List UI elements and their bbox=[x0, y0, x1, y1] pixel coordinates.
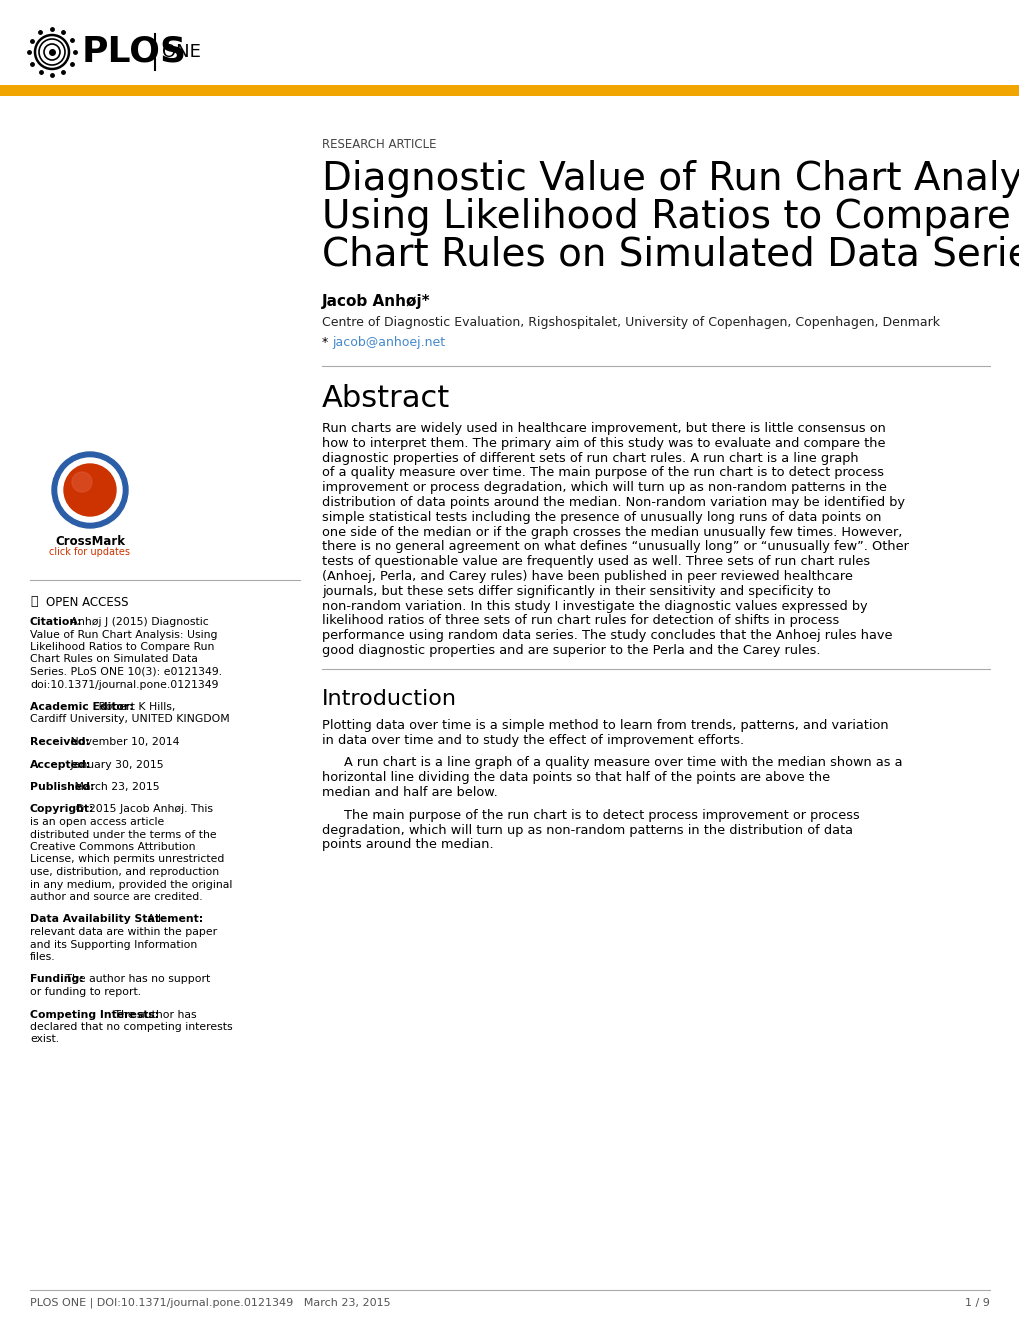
Text: distribution of data points around the median. Non-random variation may be ident: distribution of data points around the m… bbox=[322, 496, 904, 510]
Text: Value of Run Chart Analysis: Using: Value of Run Chart Analysis: Using bbox=[30, 630, 217, 639]
Text: Chart Rules on Simulated Data: Chart Rules on Simulated Data bbox=[30, 655, 198, 664]
Text: doi:10.1371/journal.pone.0121349: doi:10.1371/journal.pone.0121349 bbox=[30, 680, 218, 689]
Circle shape bbox=[72, 473, 92, 492]
Text: performance using random data series. The study concludes that the Anhoej rules : performance using random data series. Th… bbox=[322, 630, 892, 643]
Circle shape bbox=[52, 451, 127, 528]
Text: relevant data are within the paper: relevant data are within the paper bbox=[30, 927, 217, 937]
Text: January 30, 2015: January 30, 2015 bbox=[66, 759, 163, 770]
Text: and its Supporting Information: and its Supporting Information bbox=[30, 940, 197, 949]
Circle shape bbox=[58, 458, 122, 521]
Text: ONE: ONE bbox=[162, 44, 201, 61]
Text: one side of the median or if the graph crosses the median unusually few times. H: one side of the median or if the graph c… bbox=[322, 525, 902, 539]
Text: The author has no support: The author has no support bbox=[62, 974, 211, 985]
Text: (Anhoej, Perla, and Carey rules) have been published in peer reviewed healthcare: (Anhoej, Perla, and Carey rules) have be… bbox=[322, 570, 852, 583]
Text: use, distribution, and reproduction: use, distribution, and reproduction bbox=[30, 867, 219, 876]
Text: Plotting data over time is a simple method to learn from trends, patterns, and v: Plotting data over time is a simple meth… bbox=[322, 719, 888, 731]
Text: Jacob Anhøj*: Jacob Anhøj* bbox=[322, 294, 430, 309]
Text: in data over time and to study the effect of improvement efforts.: in data over time and to study the effec… bbox=[322, 734, 744, 747]
Text: is an open access article: is an open access article bbox=[30, 817, 164, 828]
Text: © 2015 Jacob Anhøj. This: © 2015 Jacob Anhøj. This bbox=[70, 804, 212, 814]
Text: author and source are credited.: author and source are credited. bbox=[30, 892, 203, 902]
Text: points around the median.: points around the median. bbox=[322, 838, 493, 851]
Text: good diagnostic properties and are superior to the Perla and the Carey rules.: good diagnostic properties and are super… bbox=[322, 644, 819, 657]
Text: PLOS ONE | DOI:10.1371/journal.pone.0121349   March 23, 2015: PLOS ONE | DOI:10.1371/journal.pone.0121… bbox=[30, 1298, 390, 1308]
Text: diagnostic properties of different sets of run chart rules. A run chart is a lin: diagnostic properties of different sets … bbox=[322, 451, 858, 465]
Text: exist.: exist. bbox=[30, 1035, 59, 1044]
Text: A run chart is a line graph of a quality measure over time with the median shown: A run chart is a line graph of a quality… bbox=[343, 756, 902, 770]
Text: 1 / 9: 1 / 9 bbox=[964, 1298, 989, 1308]
Text: License, which permits unrestricted: License, which permits unrestricted bbox=[30, 854, 224, 865]
Text: Citation:: Citation: bbox=[30, 616, 83, 627]
Text: degradation, which will turn up as non-random patterns in the distribution of da: degradation, which will turn up as non-r… bbox=[322, 824, 852, 837]
Text: Introduction: Introduction bbox=[322, 689, 457, 709]
Text: The main purpose of the run chart is to detect process improvement or process: The main purpose of the run chart is to … bbox=[343, 809, 859, 822]
Text: Abstract: Abstract bbox=[322, 384, 449, 413]
Text: Centre of Diagnostic Evaluation, Rigshospitalet, University of Copenhagen, Copen: Centre of Diagnostic Evaluation, Rigshos… bbox=[322, 315, 940, 329]
Text: of a quality measure over time. The main purpose of the run chart is to detect p: of a quality measure over time. The main… bbox=[322, 466, 883, 479]
Text: Published:: Published: bbox=[30, 781, 95, 792]
Text: *: * bbox=[322, 337, 332, 348]
Text: jacob@anhoej.net: jacob@anhoej.net bbox=[331, 337, 444, 348]
Text: Robert K Hills,: Robert K Hills, bbox=[95, 702, 175, 711]
Text: Diagnostic Value of Run Chart Analysis:: Diagnostic Value of Run Chart Analysis: bbox=[322, 160, 1019, 198]
Text: RESEARCH ARTICLE: RESEARCH ARTICLE bbox=[322, 139, 436, 150]
Text: 🔓: 🔓 bbox=[30, 595, 38, 609]
Text: simple statistical tests including the presence of unusually long runs of data p: simple statistical tests including the p… bbox=[322, 511, 880, 524]
Text: distributed under the terms of the: distributed under the terms of the bbox=[30, 829, 216, 840]
Text: Run charts are widely used in healthcare improvement, but there is little consen: Run charts are widely used in healthcare… bbox=[322, 422, 886, 436]
Text: March 23, 2015: March 23, 2015 bbox=[70, 781, 159, 792]
Text: Using Likelihood Ratios to Compare Run: Using Likelihood Ratios to Compare Run bbox=[322, 198, 1019, 236]
Text: or funding to report.: or funding to report. bbox=[30, 987, 141, 997]
Text: horizontal line dividing the data points so that half of the points are above th: horizontal line dividing the data points… bbox=[322, 771, 829, 784]
Text: Competing Interests:: Competing Interests: bbox=[30, 1010, 159, 1019]
Text: there is no general agreement on what defines “unusually long” or “unusually few: there is no general agreement on what de… bbox=[322, 540, 908, 553]
Text: declared that no competing interests: declared that no competing interests bbox=[30, 1022, 232, 1032]
Text: Chart Rules on Simulated Data Series: Chart Rules on Simulated Data Series bbox=[322, 236, 1019, 275]
Bar bbox=[0, 84, 1019, 96]
Text: OPEN ACCESS: OPEN ACCESS bbox=[46, 597, 128, 609]
Text: non-random variation. In this study I investigate the diagnostic values expresse: non-random variation. In this study I in… bbox=[322, 599, 867, 612]
Text: in any medium, provided the original: in any medium, provided the original bbox=[30, 879, 232, 890]
Text: Received:: Received: bbox=[30, 737, 90, 747]
Text: journals, but these sets differ significantly in their sensitivity and specifici: journals, but these sets differ signific… bbox=[322, 585, 829, 598]
Text: CrossMark: CrossMark bbox=[55, 535, 125, 548]
Text: Cardiff University, UNITED KINGDOM: Cardiff University, UNITED KINGDOM bbox=[30, 714, 229, 725]
Text: Data Availability Statement:: Data Availability Statement: bbox=[30, 915, 203, 924]
Text: Academic Editor:: Academic Editor: bbox=[30, 702, 133, 711]
Text: improvement or process degradation, which will turn up as non-random patterns in: improvement or process degradation, whic… bbox=[322, 482, 886, 494]
Text: Series. PLoS ONE 10(3): e0121349.: Series. PLoS ONE 10(3): e0121349. bbox=[30, 667, 222, 677]
Circle shape bbox=[64, 465, 116, 516]
Text: files.: files. bbox=[30, 952, 56, 962]
Text: Funding:: Funding: bbox=[30, 974, 84, 985]
Text: November 10, 2014: November 10, 2014 bbox=[66, 737, 178, 747]
Text: Likelihood Ratios to Compare Run: Likelihood Ratios to Compare Run bbox=[30, 642, 214, 652]
Text: tests of questionable value are frequently used as well. Three sets of run chart: tests of questionable value are frequent… bbox=[322, 556, 869, 568]
Text: median and half are below.: median and half are below. bbox=[322, 785, 497, 799]
Text: how to interpret them. The primary aim of this study was to evaluate and compare: how to interpret them. The primary aim o… bbox=[322, 437, 884, 450]
Text: Creative Commons Attribution: Creative Commons Attribution bbox=[30, 842, 196, 851]
Text: likelihood ratios of three sets of run chart rules for detection of shifts in pr: likelihood ratios of three sets of run c… bbox=[322, 614, 839, 627]
Text: PLOS: PLOS bbox=[82, 36, 186, 69]
Text: Anhøj J (2015) Diagnostic: Anhøj J (2015) Diagnostic bbox=[66, 616, 208, 627]
Text: Accepted:: Accepted: bbox=[30, 759, 91, 770]
Text: All: All bbox=[144, 915, 160, 924]
Text: The author has: The author has bbox=[111, 1010, 197, 1019]
Text: Copyright:: Copyright: bbox=[30, 804, 95, 814]
Text: click for updates: click for updates bbox=[50, 546, 130, 557]
